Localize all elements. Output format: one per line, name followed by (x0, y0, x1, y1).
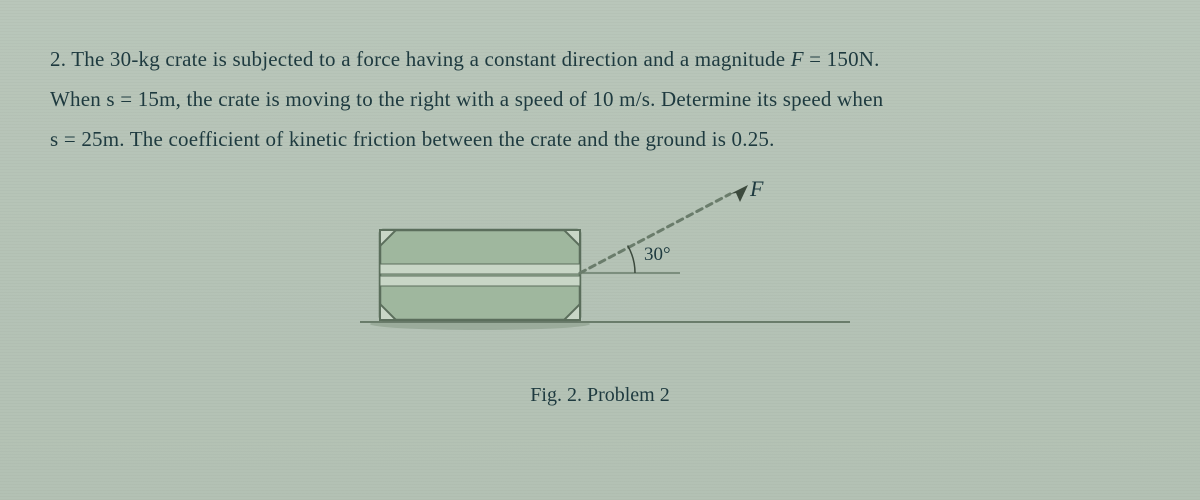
problem-statement: 2. The 30-kg crate is subjected to a for… (50, 40, 1150, 160)
problem-line2: When s = 15m, the crate is moving to the… (50, 87, 883, 111)
figure-caption: Fig. 2. Problem 2 (50, 384, 1150, 407)
angle-arc (628, 245, 635, 273)
problem-line1-c: = 150N. (804, 47, 880, 71)
figure-area: 30° F Fig. 2. Problem 2 (50, 170, 1150, 430)
crate-band-bottom (380, 276, 580, 286)
force-label: F (749, 176, 764, 201)
arrow-head-icon (730, 185, 748, 202)
figure-diagram: 30° F (320, 170, 880, 380)
force-symbol: F (791, 47, 804, 71)
problem-line1-a: The 30-kg crate is subjected to a force … (71, 47, 790, 71)
problem-page: 2. The 30-kg crate is subjected to a for… (0, 0, 1200, 500)
problem-line3: s = 25m. The coefficient of kinetic fric… (50, 127, 775, 151)
problem-number: 2. (50, 47, 66, 71)
angle-label: 30° (644, 244, 671, 265)
crate-body (380, 230, 580, 320)
crate-band-top (380, 264, 580, 274)
